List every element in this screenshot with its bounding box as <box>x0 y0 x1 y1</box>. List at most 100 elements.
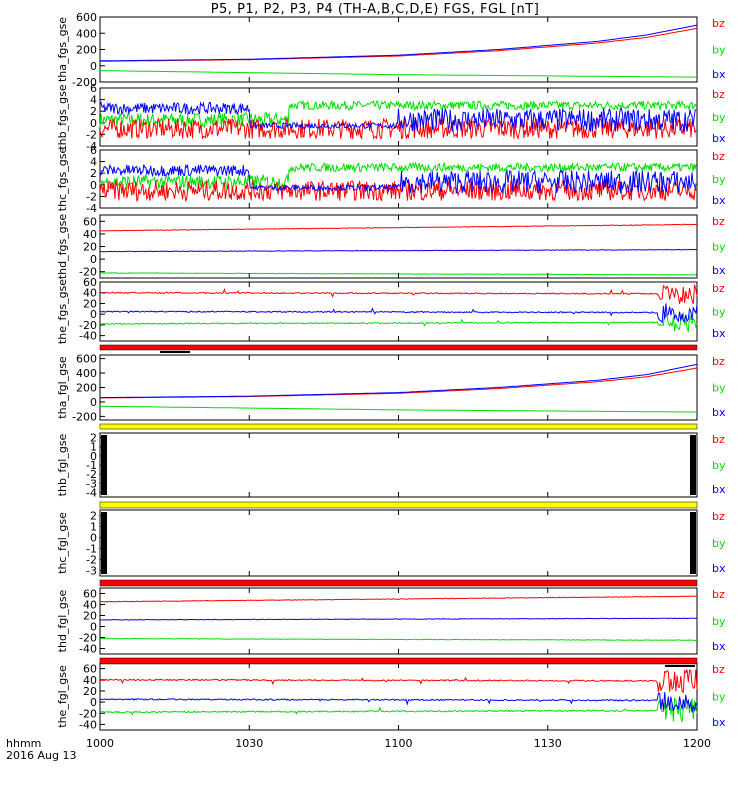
series-line-bz <box>99 367 698 399</box>
y-tick-label: 0 <box>90 60 97 73</box>
y-tick-label: 0 <box>90 253 97 266</box>
component-label-bz: bz <box>712 588 725 601</box>
y-tick-label: 40 <box>83 674 97 687</box>
y-tick-label: 400 <box>76 367 97 380</box>
series-line-bx <box>99 692 698 713</box>
series-line-bx <box>100 363 698 399</box>
component-label-bx: bx <box>712 132 726 145</box>
data-edge-block <box>690 512 696 574</box>
time-axis-info: hhmm 2016 Aug 13 <box>6 738 76 762</box>
component-label-bx: bx <box>712 562 726 575</box>
series-line-bx <box>100 248 698 253</box>
component-label-bz: bz <box>712 88 725 101</box>
component-label-bx: bx <box>712 194 726 207</box>
component-label-by: by <box>712 615 726 628</box>
component-label-by: by <box>712 382 726 395</box>
component-label-bx: bx <box>712 483 726 496</box>
plot-title: P5, P1, P2, P3, P4 (TH-A,B,C,D,E) FGS, F… <box>210 2 540 17</box>
series-line-bz <box>99 223 698 232</box>
y-tick-label: 1 <box>90 521 97 534</box>
y-tick-label: -3 <box>86 477 97 490</box>
y-tick-label: 2 <box>90 510 97 523</box>
y-axis-label: the_fgl_gse <box>56 665 69 728</box>
status-bar-yellow <box>99 501 698 509</box>
status-bar-red <box>99 657 698 665</box>
y-tick-label: 0 <box>90 696 97 709</box>
y-tick-label: 60 <box>83 588 97 601</box>
series-line-by <box>99 99 697 129</box>
component-label-bz: bz <box>712 433 725 446</box>
component-label-by: by <box>712 241 726 254</box>
y-tick-label: 40 <box>83 287 97 300</box>
y-tick-label: 0 <box>90 450 97 463</box>
y-tick-label: 0 <box>90 179 97 192</box>
y-tick-label: -20 <box>79 632 97 645</box>
y-tick-label: 2 <box>90 167 97 180</box>
y-tick-label: 20 <box>83 297 97 310</box>
series-line-by <box>99 311 698 332</box>
y-tick-label: -40 <box>79 718 97 731</box>
panel-frame <box>99 149 698 209</box>
y-tick-label: -20 <box>79 707 97 720</box>
y-tick-label: -4 <box>86 486 97 499</box>
panel-frame <box>99 509 698 577</box>
component-label-bx: bx <box>712 68 726 81</box>
component-label-bz: bz <box>712 510 725 523</box>
data-edge-block <box>690 435 696 495</box>
y-tick-label: -40 <box>79 643 97 656</box>
y-tick-label: -2 <box>86 554 97 567</box>
y-tick-label: -1 <box>86 459 97 472</box>
y-tick-label: -4 <box>86 202 97 215</box>
time-format-label: hhmm <box>6 737 42 750</box>
component-label-bz: bz <box>712 282 725 295</box>
panel-frame <box>99 587 698 655</box>
date-label: 2016 Aug 13 <box>6 749 77 762</box>
series-line-bz <box>99 595 698 603</box>
series-line-bx <box>99 163 697 195</box>
y-tick-label: 2 <box>90 105 97 118</box>
component-label-bx: bx <box>712 640 726 653</box>
x-tick-label: 1000 <box>86 737 114 750</box>
component-label-bz: bz <box>712 17 725 30</box>
y-tick-label: 60 <box>83 276 97 289</box>
y-tick-label: 0 <box>90 396 97 409</box>
y-axis-label: thd_fgl_gse <box>56 589 69 652</box>
y-tick-label: 0 <box>90 532 97 545</box>
series-line-by <box>100 405 698 413</box>
x-tick-label: 1130 <box>534 737 562 750</box>
y-tick-label: 6 <box>90 144 97 157</box>
component-label-bz: bz <box>712 150 725 163</box>
component-label-bx: bx <box>712 264 726 277</box>
y-tick-label: 1 <box>90 441 97 454</box>
y-tick-label: 400 <box>76 27 97 40</box>
y-tick-label: 20 <box>83 241 97 254</box>
y-axis-label: tha_fgs_gse <box>56 17 69 82</box>
component-label-bz: bz <box>712 355 725 368</box>
y-axis-label: thc_fgs_gse <box>56 147 69 212</box>
series-line-bz <box>99 284 698 305</box>
series-line-bx <box>99 24 698 62</box>
y-tick-label: 4 <box>90 156 97 169</box>
y-tick-label: 60 <box>83 663 97 676</box>
y-tick-label: 200 <box>76 44 97 57</box>
series-line-bz <box>100 27 698 62</box>
status-bar-red <box>99 344 698 351</box>
data-edge-block <box>101 435 107 495</box>
y-tick-label: 20 <box>83 685 97 698</box>
component-label-bz: bz <box>712 215 725 228</box>
component-label-by: by <box>712 691 726 704</box>
component-label-by: by <box>712 459 726 472</box>
y-tick-label: 600 <box>76 353 97 366</box>
y-tick-label: 200 <box>76 382 97 395</box>
y-tick-label: -20 <box>79 266 97 279</box>
status-bar-yellow <box>99 423 698 430</box>
status-bar-marker <box>665 665 695 667</box>
y-tick-label: 6 <box>90 82 97 95</box>
series-line-by <box>99 161 697 191</box>
series-line-bz <box>99 669 698 694</box>
y-tick-label: -200 <box>72 76 97 89</box>
y-tick-label: -1 <box>86 543 97 556</box>
component-label-bx: bx <box>712 327 726 340</box>
x-tick-label: 1100 <box>385 737 413 750</box>
series-line-by <box>99 70 697 78</box>
